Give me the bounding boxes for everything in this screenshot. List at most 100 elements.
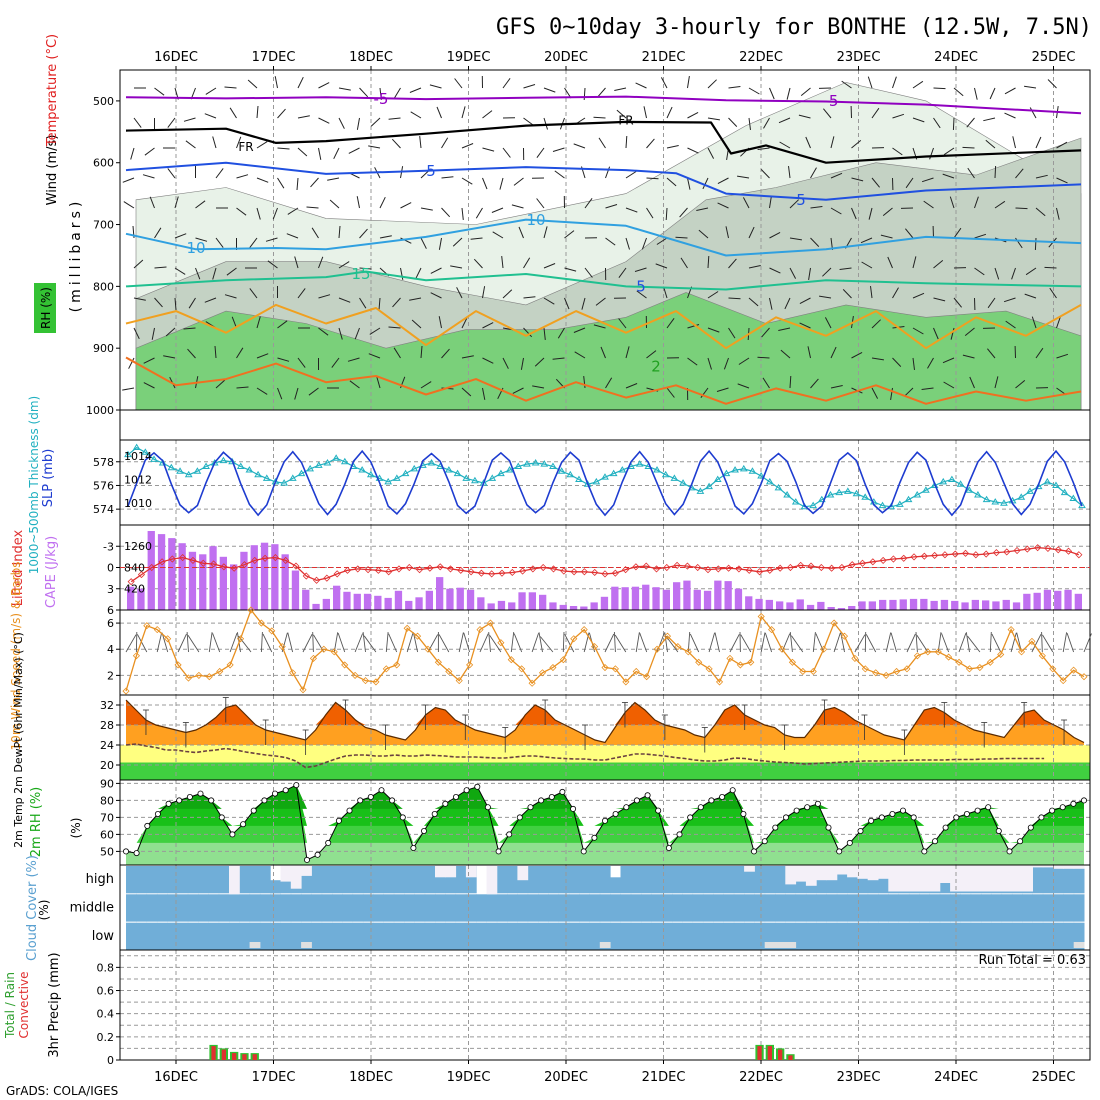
cloud-middle-bar (599, 894, 611, 922)
cloud-middle-bar (651, 894, 663, 922)
wind-10m-barb (177, 633, 187, 653)
wind-barb (974, 87, 978, 100)
wind-barb (646, 207, 654, 219)
wind-barb (122, 387, 135, 391)
wind-barb (851, 177, 864, 182)
cloud-low-bar (1042, 922, 1054, 950)
date-label-top: 18DEC (349, 50, 393, 65)
wind-barb (789, 237, 802, 241)
wind-barb (461, 387, 472, 397)
wind-barb (151, 327, 155, 340)
date-label-top: 21DEC (642, 50, 686, 65)
wind-10m-barb (812, 632, 816, 653)
thickness-point (948, 475, 956, 483)
wind-10m-barb (991, 633, 1002, 653)
cloud-middle-bar (713, 894, 724, 922)
cape-bar (590, 602, 598, 610)
thickness-point (1000, 499, 1008, 506)
rh-2m-point (463, 787, 470, 794)
cloud-clear-gap (816, 866, 827, 881)
lifted-index-point (838, 563, 846, 572)
wind-barb (687, 76, 690, 89)
date-label-bottom: 17DEC (252, 1070, 296, 1085)
rh-shading (135, 70, 1082, 411)
cloud-low-bar (929, 922, 941, 950)
cloud-low-bar (486, 922, 498, 950)
wind-barb (475, 207, 483, 219)
wind-barb (473, 258, 483, 269)
rh-2m-point (963, 811, 970, 818)
precip-convective-bar (757, 1046, 762, 1060)
cloud-high-bar (836, 866, 848, 894)
cloud-middle-bar (981, 894, 992, 922)
wind-barb (461, 177, 473, 185)
cloud-high-bar (599, 866, 611, 894)
wind-speed-point (559, 656, 567, 664)
wind-barb (778, 327, 791, 331)
wind-barb (871, 387, 879, 399)
wind-barb (953, 297, 962, 308)
cape-bar (508, 602, 516, 610)
cape-bar (466, 589, 475, 611)
wind-speed-point (882, 671, 890, 679)
wind-barb (994, 376, 999, 389)
wind-10m-barb (564, 633, 575, 653)
wind-barb (748, 117, 751, 130)
wind-barb (523, 257, 531, 269)
cloud-middle-bar (1001, 894, 1013, 922)
wind-barb (964, 327, 975, 336)
wind-10m-barb (161, 632, 169, 653)
lifted-index-point (539, 563, 547, 572)
wind-barb (933, 297, 946, 302)
lifted-index-point (199, 559, 207, 567)
cape-bar (487, 603, 495, 610)
wind-barb (212, 136, 217, 149)
thickness-point (236, 462, 245, 470)
thickness-point (132, 443, 141, 451)
wind-barb (441, 207, 451, 218)
thickness-point (731, 466, 739, 473)
wind-barb (769, 196, 772, 209)
cape-bar (137, 588, 145, 610)
thickness-point (471, 476, 479, 484)
cloud-low-bar (775, 922, 786, 950)
cloud-middle-bar (486, 894, 498, 922)
wind-barb (687, 111, 699, 119)
wind-barb (297, 357, 306, 368)
wind-barb (543, 297, 555, 305)
cape-bar (673, 582, 681, 610)
thickness-point (210, 458, 219, 466)
thickness-point (141, 448, 150, 455)
wind-barb (870, 286, 873, 299)
cloud-high-bar (713, 866, 724, 894)
wind-barb (769, 267, 781, 274)
wind-barb (277, 320, 288, 329)
cloud-low-bar (270, 922, 281, 950)
cloud-middle-bar (239, 894, 251, 922)
axis-tick-label: 0 (107, 562, 114, 575)
wind-speed-point (216, 667, 224, 676)
wind-barb (441, 176, 454, 179)
cloud-clear-gap (836, 866, 848, 875)
wind-barb (523, 327, 533, 338)
wind-barb (635, 82, 647, 89)
wind-speed-point (424, 645, 432, 653)
wind-barb (174, 233, 187, 239)
wind-barb (625, 135, 628, 149)
cape-bar (436, 577, 444, 610)
wind-barb (618, 318, 627, 329)
wind-barb (769, 87, 775, 100)
wind-barb (969, 376, 975, 389)
rh-2m-point (154, 811, 161, 818)
rh-2m-point (442, 800, 449, 807)
wind-barb (256, 353, 269, 359)
wind-barb (338, 225, 341, 239)
isotherm-lines (125, 95, 1082, 405)
rh-2m-point (506, 831, 513, 838)
wind-10m-barb (333, 632, 339, 653)
cloud-low-bar (713, 922, 724, 950)
wind-barb (597, 87, 606, 98)
cape-bar (745, 596, 753, 610)
wind-barb (1056, 141, 1068, 149)
